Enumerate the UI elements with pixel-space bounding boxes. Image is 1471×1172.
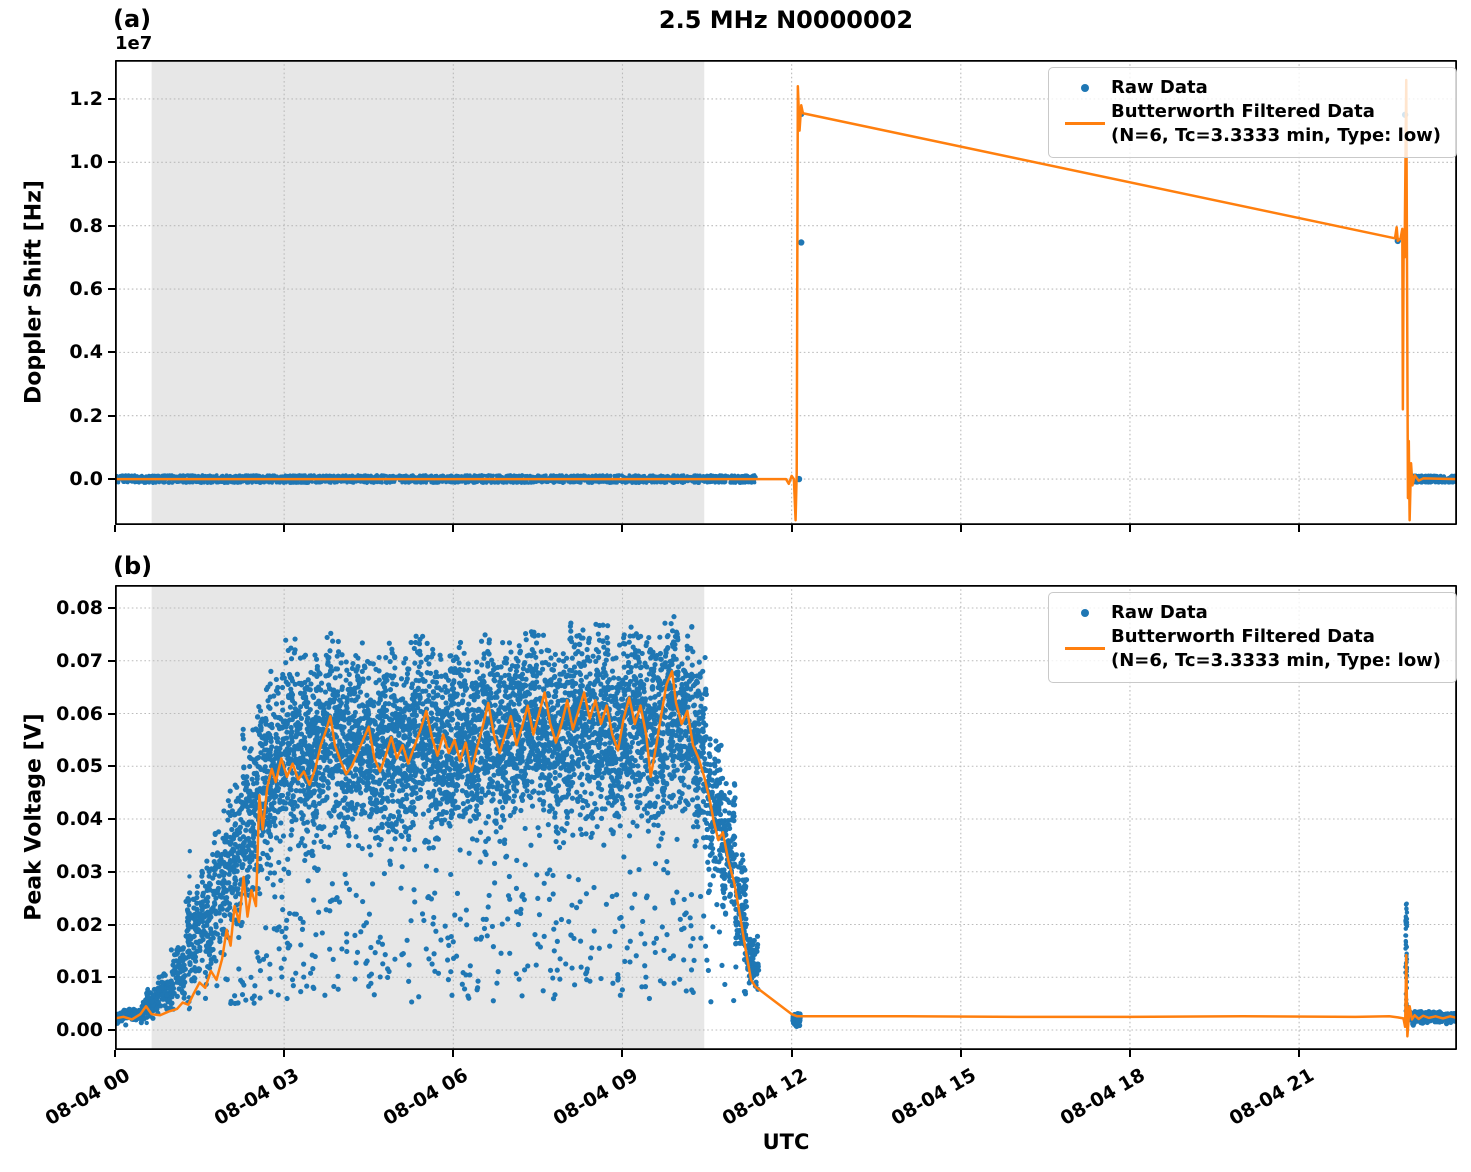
y-tick-mark (108, 923, 115, 926)
x-tick-mark (1128, 525, 1131, 532)
y-tick-mark (108, 351, 115, 354)
y-tick-label: 0.06 (56, 702, 103, 725)
legend-raw-row: Raw Data (1059, 601, 1444, 625)
x-tick-mark (114, 525, 116, 532)
y-tick-mark (108, 606, 115, 609)
raw-data-dot-icon (1059, 76, 1111, 92)
y-tick-label: 0.02 (56, 913, 103, 936)
y-tick-label: 0.8 (69, 214, 103, 237)
y-tick-label: 0.4 (69, 341, 103, 364)
x-tick-mark (1298, 525, 1301, 532)
panel-a-legend: Raw Data Butterworth Filtered Data (N=6,… (1048, 67, 1457, 158)
y-tick-label: 0.6 (69, 278, 103, 301)
y-tick-label: 0.01 (56, 966, 103, 989)
legend-filtered-row: Butterworth Filtered Data (N=6, Tc=3.333… (1059, 625, 1444, 673)
legend-raw-row: Raw Data (1059, 76, 1444, 100)
y-tick-mark (108, 97, 115, 100)
y-tick-mark (108, 161, 115, 164)
x-tick-mark (1298, 1050, 1301, 1057)
y-tick-mark (108, 1029, 115, 1031)
y-tick-mark (108, 976, 115, 979)
raw-data-dot-icon (1059, 601, 1111, 617)
y-tick-label: 0.05 (56, 755, 103, 778)
y-tick-label: 0.03 (56, 860, 103, 883)
x-tick-mark (621, 1050, 624, 1057)
y-tick-mark (108, 765, 115, 768)
y-tick-mark (108, 478, 115, 481)
legend-filtered-row: Butterworth Filtered Data (N=6, Tc=3.333… (1059, 100, 1444, 148)
y-tick-label: 0.00 (56, 1019, 103, 1041)
y-tick-mark (108, 224, 115, 227)
legend-raw-label: Raw Data (1111, 602, 1208, 623)
panel-a-label: (a) (113, 5, 152, 33)
x-tick-mark (621, 525, 624, 532)
x-tick-mark (452, 525, 455, 532)
x-tick-mark (790, 525, 793, 532)
y-tick-label: 0.04 (56, 808, 103, 830)
y-tick-label: 0.08 (56, 596, 103, 619)
panel-b-label: (b) (113, 552, 153, 580)
x-tick-mark (790, 1050, 793, 1057)
legend-filtered-label: Butterworth Filtered Data (N=6, Tc=3.333… (1111, 101, 1442, 146)
y-tick-mark (108, 818, 115, 820)
filtered-line-icon (1059, 625, 1111, 650)
x-tick-mark (114, 1050, 116, 1057)
x-tick-mark (1128, 1050, 1131, 1057)
x-tick-mark (959, 1050, 962, 1057)
x-axis-label: UTC (762, 1130, 810, 1154)
y-tick-label: 0.07 (56, 649, 103, 672)
x-tick-mark (283, 1050, 286, 1057)
filtered-line-icon (1059, 100, 1111, 125)
y-tick-mark (108, 288, 115, 291)
y-tick-label: 0.2 (69, 404, 103, 427)
y-tick-mark (108, 414, 115, 417)
x-tick-mark (452, 1050, 455, 1057)
panel-b-legend: Raw Data Butterworth Filtered Data (N=6,… (1048, 592, 1457, 683)
y-tick-label: 1.0 (69, 151, 103, 174)
legend-raw-label: Raw Data (1111, 77, 1208, 98)
figure-title: 2.5 MHz N0000002 (658, 6, 914, 34)
x-tick-mark (283, 525, 286, 532)
y-tick-mark (108, 712, 115, 715)
y-tick-mark (108, 659, 115, 662)
y-tick-mark (108, 870, 115, 873)
y-tick-label: 1.2 (69, 87, 103, 110)
x-tick-mark (959, 525, 962, 532)
panel-a-offset-text: 1e7 (115, 33, 153, 54)
y-tick-label: 0.0 (69, 468, 103, 491)
legend-filtered-label: Butterworth Filtered Data (N=6, Tc=3.333… (1111, 626, 1442, 671)
